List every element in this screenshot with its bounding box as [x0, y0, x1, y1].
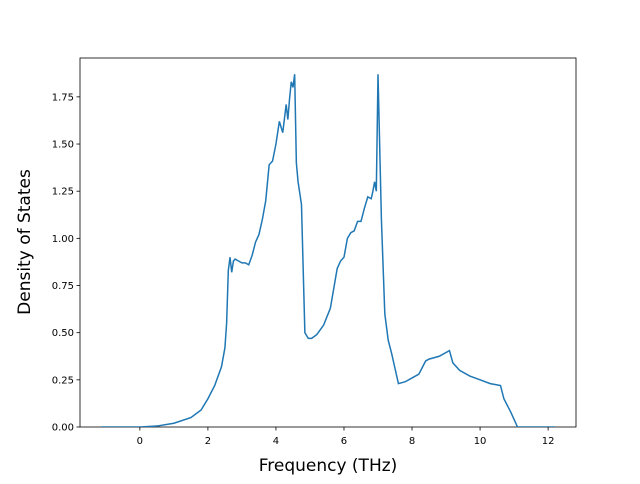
y-axis-label: Density of States [15, 169, 35, 315]
x-tick-label: 8 [409, 436, 415, 447]
x-tick-label: 6 [341, 436, 347, 447]
x-tick-label: 4 [273, 436, 279, 447]
x-tick-label: 2 [205, 436, 211, 447]
y-tick-label: 0.25 [52, 375, 74, 386]
data-line [101, 74, 555, 427]
y-tick-label: 0.50 [52, 328, 74, 339]
y-tick-label: 0.00 [52, 423, 74, 434]
x-axis-label: Frequency (THz) [259, 456, 398, 476]
y-tick-label: 1.00 [52, 234, 74, 245]
y-tick-label: 1.50 [52, 140, 74, 151]
y-tick-label: 0.75 [52, 281, 74, 292]
x-tick-label: 12 [542, 436, 555, 447]
x-tick-label: 10 [474, 436, 487, 447]
y-tick-label: 1.75 [52, 92, 74, 103]
plot-frame [79, 57, 577, 428]
x-tick-label: 0 [137, 436, 143, 447]
y-tick-label: 1.25 [52, 187, 74, 198]
